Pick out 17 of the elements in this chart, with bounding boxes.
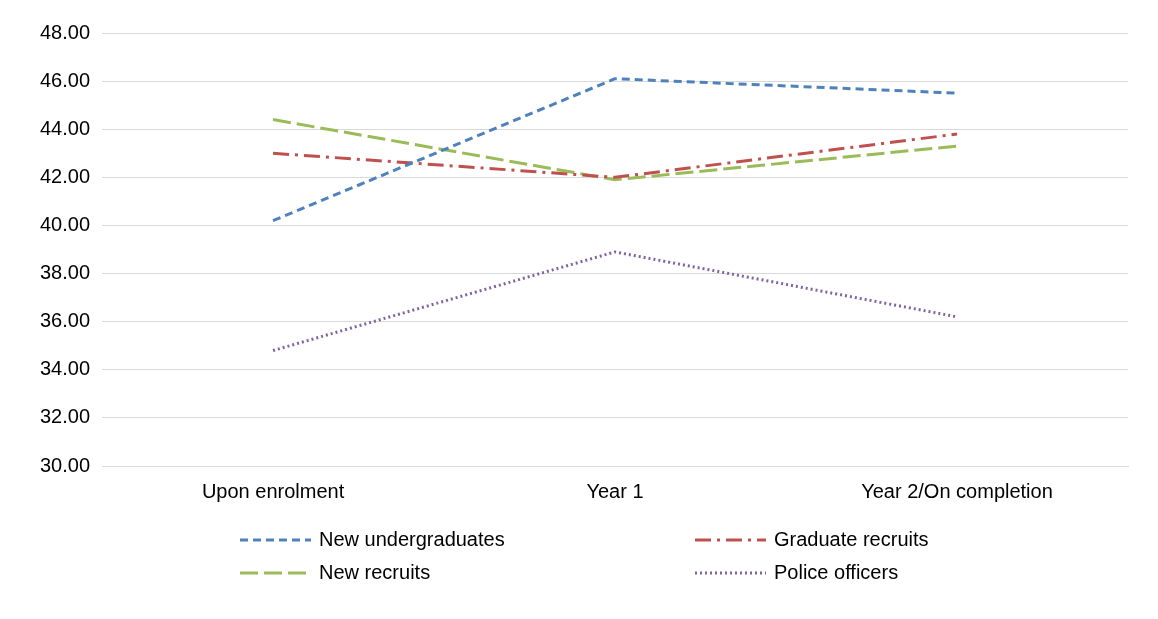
x-tick-label: Upon enrolment xyxy=(201,479,345,502)
y-tick-label: 44.00 xyxy=(39,116,91,139)
x-tick-label: Year 1 xyxy=(586,479,644,502)
y-tick-label: 42.00 xyxy=(39,164,91,187)
x-tick-label: Year 2/On completion xyxy=(861,479,1053,502)
y-tick-label: 36.00 xyxy=(39,309,91,332)
y-tick-label: 48.00 xyxy=(39,20,91,43)
y-tick-label: 30.00 xyxy=(39,453,91,476)
legend-label: Police officers xyxy=(774,561,899,584)
legend-label: New recruits xyxy=(319,561,431,584)
y-tick-label: 34.00 xyxy=(39,357,91,380)
y-tick-label: 46.00 xyxy=(39,68,91,91)
y-tick-label: 40.00 xyxy=(39,212,91,235)
legend-label: New undergraduates xyxy=(319,528,505,551)
y-tick-label: 32.00 xyxy=(39,405,91,428)
legend-label: Graduate recruits xyxy=(774,528,929,551)
y-tick-label: 38.00 xyxy=(39,261,91,284)
